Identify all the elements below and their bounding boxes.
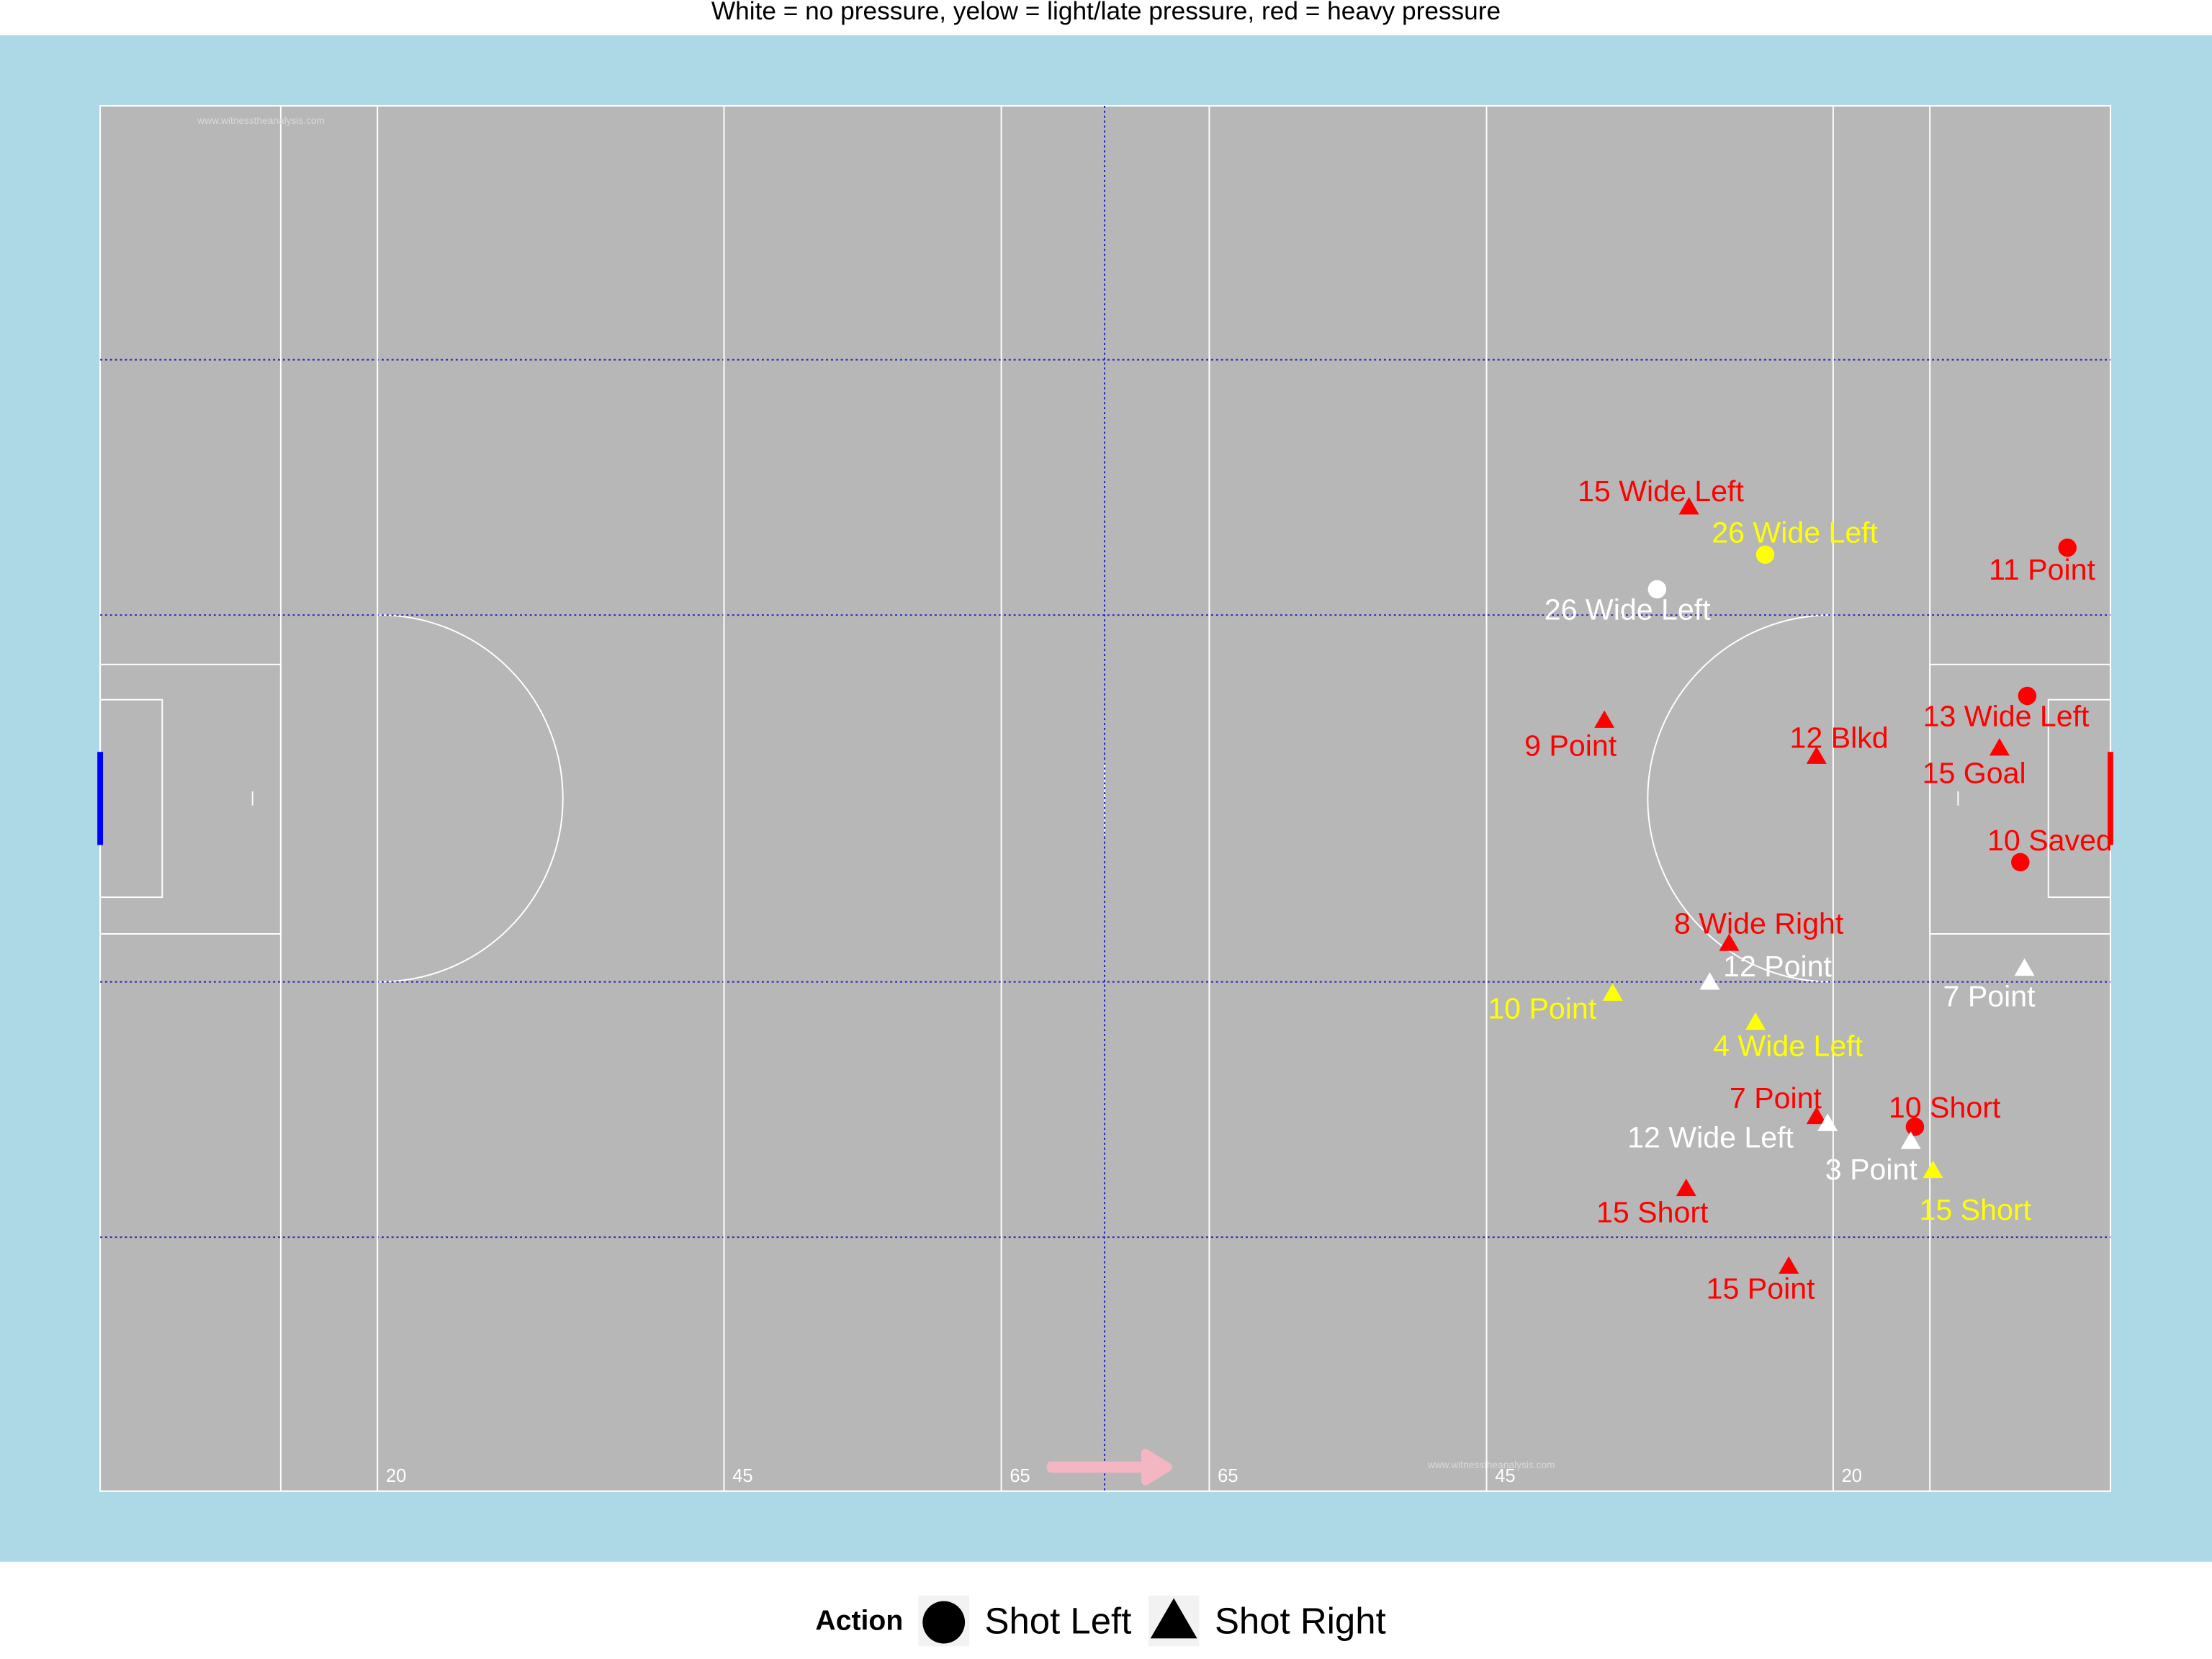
point-label: 10 Short	[1889, 1091, 2001, 1124]
point-label: 13 Wide Left	[1923, 700, 2090, 733]
arc	[379, 614, 564, 983]
marker	[1594, 710, 1615, 728]
marker	[1923, 1160, 1943, 1179]
point-label: 15 Wide Left	[1578, 475, 1744, 508]
point-label: 10 Saved	[1987, 824, 2113, 857]
point-label: 10 Point	[1488, 992, 1596, 1025]
point-label: 12 Wide Left	[1627, 1120, 1794, 1154]
point-label: 7 Point	[1730, 1082, 1822, 1115]
point-label: 11 Point	[1989, 553, 2095, 586]
marker	[1647, 580, 1667, 599]
point-label: 26 Wide Left	[1545, 593, 1711, 626]
marker	[1806, 1106, 1827, 1125]
legend-label: Shot Left	[985, 1600, 1132, 1641]
x-tick-label: 65	[1218, 1466, 1238, 1486]
marker	[1817, 1113, 1838, 1131]
x-tick-label: 45	[732, 1466, 752, 1486]
arc	[1647, 614, 1832, 983]
marker	[922, 1601, 966, 1644]
point-label: 15 Point	[1707, 1272, 1815, 1305]
marker	[1989, 738, 2010, 756]
point-label: 15 Goal	[1923, 757, 2026, 790]
marker	[1719, 933, 1740, 951]
point-label: 12 Point	[1723, 950, 1832, 983]
marker	[1745, 1012, 1766, 1030]
point-label: 4 Wide Left	[1713, 1030, 1863, 1063]
chart-title: White = no pressure, yelow = light/late …	[711, 0, 1501, 25]
point-label: 9 Point	[1524, 729, 1617, 762]
marker	[1905, 1118, 1925, 1136]
x-tick-label: 65	[1010, 1466, 1030, 1486]
pitch: www.witnesstheanalysis.com www.witnessth…	[97, 104, 2113, 1492]
marker	[1699, 972, 1720, 990]
watermark: www.witnesstheanalysis.com	[197, 115, 325, 126]
point-label: 15 Short	[1920, 1193, 2032, 1226]
marker	[1779, 1256, 1799, 1274]
marker	[2014, 958, 2035, 976]
direction-arrow	[1046, 1449, 1173, 1486]
x-tick-label: 20	[386, 1466, 406, 1486]
legend: Action Shot Left Shot Right	[815, 1595, 1386, 1647]
marker	[2058, 538, 2077, 557]
point-label: 7 Point	[1943, 980, 2036, 1013]
marker	[1602, 983, 1623, 1001]
x-tick-label: 20	[1842, 1466, 1862, 1486]
goal-left	[97, 752, 104, 845]
watermark: www.witnesstheanalysis.com	[1427, 1460, 1555, 1470]
point-label: 26 Wide Left	[1712, 516, 1878, 549]
marker	[2018, 686, 2037, 706]
marker	[2011, 853, 2030, 872]
point-label: 8 Wide Right	[1674, 907, 1844, 940]
point-label: 12 Blkd	[1790, 721, 1889, 755]
x-tick-label: 45	[1495, 1466, 1515, 1486]
marker	[1676, 1178, 1696, 1197]
point-label: 15 Short	[1596, 1196, 1709, 1229]
legend-title: Action	[815, 1605, 903, 1636]
point-label: 3 Point	[1825, 1153, 1918, 1186]
marker	[1150, 1598, 1197, 1639]
goal-right	[2108, 752, 2113, 845]
marker	[1806, 746, 1827, 764]
marker	[1678, 497, 1699, 515]
legend-label: Shot Right	[1215, 1600, 1386, 1641]
marker	[1755, 545, 1775, 565]
marker	[1900, 1131, 1921, 1149]
